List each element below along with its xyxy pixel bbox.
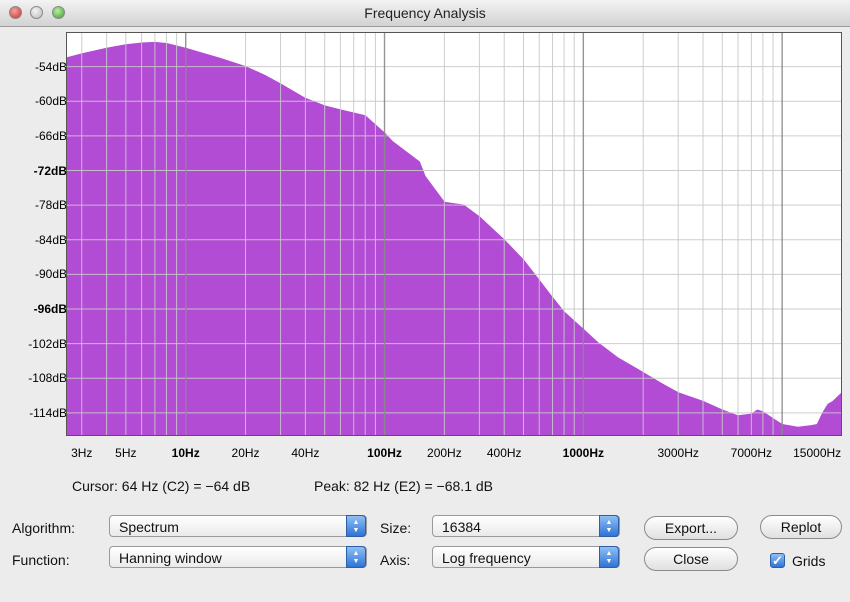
- y-tick-label: -54dB: [34, 59, 67, 74]
- algorithm-label: Algorithm:: [12, 520, 76, 536]
- replot-button[interactable]: Replot: [760, 515, 842, 539]
- y-tick-label: -84dB: [34, 232, 67, 247]
- y-tick-label: -102dB: [28, 336, 67, 351]
- plot-border: [66, 32, 842, 436]
- size-select[interactable]: 16384 ▲ ▼: [432, 515, 620, 537]
- function-select[interactable]: Hanning window ▲ ▼: [109, 546, 367, 568]
- close-window-button[interactable]: [9, 6, 22, 19]
- window-title: Frequency Analysis: [364, 5, 486, 21]
- axis-label: Axis:: [380, 552, 411, 568]
- x-tick-label: 15000Hz: [793, 446, 842, 460]
- y-tick-label: -96dB: [33, 302, 67, 317]
- updown-arrows-icon: ▲ ▼: [599, 546, 619, 568]
- cursor-readout: Cursor: 64 Hz (C2) = −64 dB: [72, 478, 251, 494]
- y-tick-label: -108dB: [28, 371, 67, 386]
- zoom-window-button[interactable]: [52, 6, 65, 19]
- updown-arrows-icon: ▲ ▼: [346, 515, 366, 537]
- close-button[interactable]: Close: [644, 547, 738, 571]
- algorithm-value: Spectrum: [119, 519, 179, 535]
- axis-value: Log frequency: [442, 550, 531, 566]
- y-tick-label: -66dB: [34, 128, 67, 143]
- x-tick-label: 7000Hz: [730, 446, 773, 460]
- grids-label[interactable]: Grids: [792, 553, 826, 569]
- grids-checkbox[interactable]: ✓: [770, 553, 785, 568]
- y-tick-label: -114dB: [29, 405, 67, 420]
- x-tick-label: 1000Hz: [562, 446, 605, 460]
- size-label: Size:: [380, 520, 412, 536]
- x-tick-label: 200Hz: [427, 446, 462, 460]
- x-tick-label: 3000Hz: [657, 446, 699, 460]
- y-tick-label: -60dB: [34, 94, 67, 109]
- y-tick-label: -72dB: [33, 163, 67, 178]
- algorithm-select[interactable]: Spectrum ▲ ▼: [109, 515, 367, 537]
- function-label: Function:: [12, 552, 70, 568]
- function-value: Hanning window: [119, 550, 222, 566]
- y-tick-label: -78dB: [34, 198, 67, 213]
- size-value: 16384: [442, 519, 481, 535]
- axis-select[interactable]: Log frequency ▲ ▼: [432, 546, 620, 568]
- x-tick-label: 100Hz: [367, 446, 402, 460]
- updown-arrows-icon: ▲ ▼: [346, 546, 366, 568]
- title-bar: Frequency Analysis: [0, 0, 850, 27]
- x-tick-label: 3Hz: [71, 446, 93, 460]
- peak-readout: Peak: 82 Hz (E2) = −68.1 dB: [314, 478, 493, 494]
- updown-arrows-icon: ▲ ▼: [599, 515, 619, 537]
- spectrum-plot[interactable]: [66, 32, 842, 436]
- export-button[interactable]: Export...: [644, 516, 738, 540]
- x-tick-label: 40Hz: [291, 446, 320, 460]
- x-tick-label: 20Hz: [231, 446, 260, 460]
- y-tick-label: -90dB: [34, 267, 67, 282]
- x-tick-label: 10Hz: [171, 446, 200, 460]
- x-tick-label: 400Hz: [486, 446, 522, 460]
- minimize-window-button[interactable]: [30, 6, 43, 19]
- x-tick-label: 5Hz: [115, 446, 137, 460]
